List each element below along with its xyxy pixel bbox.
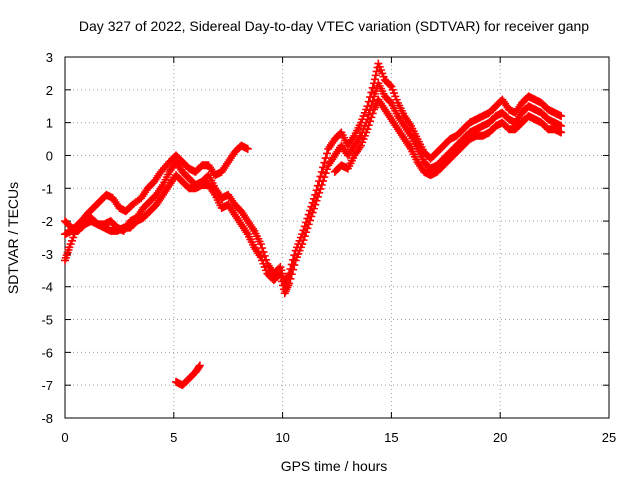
data-points	[61, 59, 566, 390]
data-point	[366, 117, 375, 126]
data-point	[287, 270, 296, 279]
data-point	[289, 265, 298, 274]
data-point	[363, 125, 372, 134]
x-tick-label: 15	[384, 430, 398, 445]
x-tick-label: 10	[275, 430, 289, 445]
data-point	[308, 208, 317, 217]
data-point	[316, 184, 325, 193]
y-tick-label: 1	[46, 116, 53, 131]
data-point	[278, 277, 287, 286]
chart-title: Day 327 of 2022, Sidereal Day-to-day VTE…	[79, 18, 589, 34]
data-point	[386, 81, 395, 90]
series-track-a	[61, 141, 252, 265]
y-tick-label: -7	[41, 378, 53, 393]
x-tick-label: 0	[61, 430, 68, 445]
x-tick-label: 20	[493, 430, 507, 445]
data-point	[322, 165, 331, 174]
data-point	[557, 128, 566, 137]
data-point	[307, 212, 316, 221]
data-point	[311, 200, 320, 209]
data-point	[299, 236, 308, 245]
series-track-d	[330, 95, 566, 180]
series-track-e	[171, 361, 204, 390]
data-point	[300, 232, 309, 241]
y-tick-label: 3	[46, 50, 53, 65]
data-point	[321, 169, 330, 178]
data-point	[302, 228, 311, 237]
data-point	[304, 220, 313, 229]
data-point	[195, 362, 204, 371]
data-point	[321, 154, 330, 163]
y-tick-label: -5	[41, 313, 53, 328]
data-point	[319, 177, 328, 186]
y-tick-label: -3	[41, 247, 53, 262]
x-tick-label: 5	[170, 430, 177, 445]
data-point	[298, 240, 307, 249]
y-tick-label: -4	[41, 280, 53, 295]
data-point	[277, 273, 286, 282]
data-point	[313, 192, 322, 201]
data-point	[256, 240, 265, 249]
data-point	[303, 224, 312, 233]
data-point	[243, 144, 252, 153]
y-tick-label: 0	[46, 148, 53, 163]
tick-labels: 0 5 10 15 20 25 -8 -7 -6 -5 -4 -3 -2 -1 0 1 2 3	[41, 50, 616, 445]
data-point	[372, 67, 381, 76]
x-tick-label: 25	[602, 430, 616, 445]
y-tick-label: 2	[46, 83, 53, 98]
data-point	[276, 269, 285, 278]
data-point	[309, 204, 318, 213]
series-track-b	[61, 59, 566, 288]
data-point	[195, 361, 204, 370]
y-tick-label: -2	[41, 214, 53, 229]
x-axis-label: GPS time / hours	[281, 458, 388, 474]
data-point	[312, 196, 321, 205]
data-point	[258, 244, 267, 253]
data-point	[370, 75, 379, 84]
data-point	[317, 180, 326, 189]
data-point	[315, 188, 324, 197]
data-point	[371, 71, 380, 80]
data-point	[320, 173, 329, 182]
y-tick-label: -1	[41, 181, 53, 196]
data-point	[368, 109, 377, 118]
data-point	[557, 112, 566, 121]
y-axis-label: SDTVAR / TECUs	[5, 182, 21, 294]
data-point	[364, 121, 373, 130]
data-point	[286, 274, 295, 283]
data-point	[317, 167, 326, 176]
y-tick-label: -8	[41, 411, 53, 426]
data-point	[367, 113, 376, 122]
data-point	[322, 149, 331, 158]
data-point	[290, 261, 299, 270]
data-point	[306, 216, 315, 225]
y-tick-label: -6	[41, 345, 53, 360]
data-point	[285, 279, 294, 288]
